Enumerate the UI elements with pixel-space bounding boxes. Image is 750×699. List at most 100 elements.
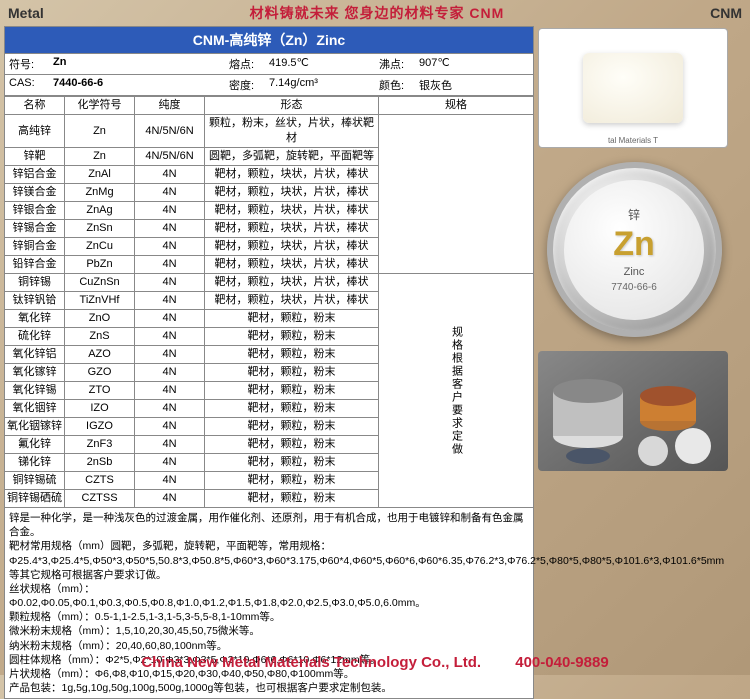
- table-cell: GZO: [65, 364, 135, 382]
- table-cell: 硫化锌: [5, 328, 65, 346]
- desc-line: 靶材常用规格（mm）圆靶，多弧靶，旋转靶，平面靶等，常用规格：: [9, 539, 529, 553]
- desc-line: 微米粉末规格（mm）：1,5,10,20,30,45,50,75微米等。: [9, 624, 529, 638]
- table-cell: 圆靶，多弧靶，旋转靶，平面靶等: [205, 148, 379, 166]
- table-cell: 铜锌锡: [5, 274, 65, 292]
- den-val: 7.14g/cm³: [265, 75, 375, 96]
- table-cell: 钛锌钒铪: [5, 292, 65, 310]
- coin-symbol: Zn: [613, 225, 655, 264]
- table-cell: 锌锡合金: [5, 220, 65, 238]
- table-cell: 4N: [135, 274, 205, 292]
- table-cell: 4N: [135, 400, 205, 418]
- table-cell: 4N: [135, 328, 205, 346]
- table-cell: 靶材，颗粒，粉末: [205, 382, 379, 400]
- table-cell: AZO: [65, 346, 135, 364]
- table-cell: 靶材，颗粒，粉末: [205, 454, 379, 472]
- desc-line: 锌是一种化学，是一种浅灰色的过渡金属，用作催化剂、还原剂，用于有机合成，也用于电…: [9, 511, 529, 539]
- th-sym: 化学符号: [65, 97, 135, 115]
- table-cell: 氧化锌: [5, 310, 65, 328]
- table-cell: 氧化锌铝: [5, 346, 65, 364]
- table-row: 铜锌锡CuZnSn4N靶材，颗粒，块状，片状，棒状规格根据客户要求定做: [5, 274, 534, 292]
- table-cell: 高纯锌: [5, 115, 65, 148]
- table-cell: 4N: [135, 238, 205, 256]
- bp-label: 沸点:: [375, 54, 415, 75]
- header-brand: CNM: [710, 5, 742, 21]
- table-cell: 锌银合金: [5, 202, 65, 220]
- table-cell: 氧化铟锌: [5, 400, 65, 418]
- table-cell: Zn: [65, 115, 135, 148]
- spec-cell-merged: 规格根据客户要求定做: [379, 274, 534, 508]
- table-cell: ZnO: [65, 310, 135, 328]
- footer-company: China New Metal Materials Technology Co.…: [141, 654, 481, 671]
- left-panel: CNM-高纯锌（Zn）Zinc 符号: Zn 熔点: 419.5℃ 沸点: 90…: [4, 26, 534, 699]
- table-cell: 靶材，颗粒，粉末: [205, 472, 379, 490]
- table-cell: 4N: [135, 310, 205, 328]
- table-cell: 靶材，颗粒，粉末: [205, 364, 379, 382]
- den-label: 密度:: [225, 75, 265, 96]
- table-cell: CZTSS: [65, 490, 135, 508]
- parts-illustration: [538, 351, 728, 471]
- table-cell: 靶材，颗粒，块状，片状，棒状: [205, 202, 379, 220]
- table-cell: 靶材，颗粒，粉末: [205, 310, 379, 328]
- table-cell: ZnAg: [65, 202, 135, 220]
- table-cell: 4N: [135, 256, 205, 274]
- table-cell: 4N: [135, 346, 205, 364]
- mp-label: 熔点:: [225, 54, 265, 75]
- coin-en: Zinc: [624, 266, 645, 278]
- table-cell: TiZnVHf: [65, 292, 135, 310]
- table-cell: ZTO: [65, 382, 135, 400]
- table-cell: 铜锌锡硒硫: [5, 490, 65, 508]
- table-cell: Zn: [65, 148, 135, 166]
- table-cell: 靶材，颗粒，粉末: [205, 436, 379, 454]
- mp-val: 419.5℃: [265, 54, 375, 75]
- table-cell: ZnMg: [65, 184, 135, 202]
- table-cell: 靶材，颗粒，块状，片状，棒状: [205, 292, 379, 310]
- th-form: 形态: [205, 97, 379, 115]
- title-bar: CNM-高纯锌（Zn）Zinc: [4, 26, 534, 54]
- table-cell: IZO: [65, 400, 135, 418]
- table-cell: 4N: [135, 490, 205, 508]
- spec-cell-blank: [379, 115, 534, 274]
- coin-cn: 锌: [628, 206, 640, 223]
- table-cell: IGZO: [65, 418, 135, 436]
- table-cell: 4N: [135, 220, 205, 238]
- table-cell: 锌铝合金: [5, 166, 65, 184]
- table-cell: 4N: [135, 166, 205, 184]
- bp-val: 907℃: [415, 54, 533, 75]
- info-row-2: CAS: 7440-66-6 密度: 7.14g/cm³ 颜色: 银灰色: [4, 75, 534, 96]
- table-cell: ZnS: [65, 328, 135, 346]
- photo-caption: tal Materials T: [608, 136, 658, 145]
- table-cell: 靶材，颗粒，块状，片状，棒状: [205, 256, 379, 274]
- main: CNM-高纯锌（Zn）Zinc 符号: Zn 熔点: 419.5℃ 沸点: 90…: [0, 26, 750, 699]
- table-cell: ZnSn: [65, 220, 135, 238]
- desc-line: 纳米粉末规格（mm）：20,40,60,80,100nm等。: [9, 639, 529, 653]
- table-cell: 4N: [135, 436, 205, 454]
- right-panel: tal Materials T 锌 Zn Zinc 7740-66-6: [534, 26, 734, 699]
- table-cell: 靶材，颗粒，粉末: [205, 418, 379, 436]
- table-cell: 4N: [135, 454, 205, 472]
- table-cell: 4N: [135, 364, 205, 382]
- product-photo-bottom: [538, 351, 728, 471]
- sample-shape: [583, 53, 683, 123]
- info-row-1: 符号: Zn 熔点: 419.5℃ 沸点: 907℃: [4, 54, 534, 75]
- header-slogan: 材料铸就未来 您身边的材料专家 CNM: [250, 3, 505, 23]
- table-cell: CZTS: [65, 472, 135, 490]
- table-cell: 铅锌合金: [5, 256, 65, 274]
- th-spec: 规格: [379, 97, 534, 115]
- table-cell: 靶材，颗粒，块状，片状，棒状: [205, 184, 379, 202]
- table-row: 高纯锌Zn4N/5N/6N颗粒，粉末，丝状，片状，棒状靶材: [5, 115, 534, 148]
- table-cell: 氧化镓锌: [5, 364, 65, 382]
- table-cell: 锌镁合金: [5, 184, 65, 202]
- sym-label: 符号:: [5, 54, 49, 75]
- table-cell: 靶材，颗粒，粉末: [205, 328, 379, 346]
- table-body: 高纯锌Zn4N/5N/6N颗粒，粉末，丝状，片状，棒状靶材锌靶Zn4N/5N/6…: [5, 115, 534, 508]
- table-cell: 4N: [135, 292, 205, 310]
- table-cell: 铜锌锡硫: [5, 472, 65, 490]
- footer-phone: 400-040-9889: [515, 654, 608, 671]
- table-cell: 锌铜合金: [5, 238, 65, 256]
- desc-line: 丝状规格（mm）：: [9, 582, 529, 596]
- element-coin: 锌 Zn Zinc 7740-66-6: [547, 162, 722, 337]
- header-left: Metal: [8, 5, 44, 21]
- table-cell: ZnCu: [65, 238, 135, 256]
- table-cell: 靶材，颗粒，粉末: [205, 490, 379, 508]
- coin-inner: 锌 Zn Zinc 7740-66-6: [564, 180, 704, 320]
